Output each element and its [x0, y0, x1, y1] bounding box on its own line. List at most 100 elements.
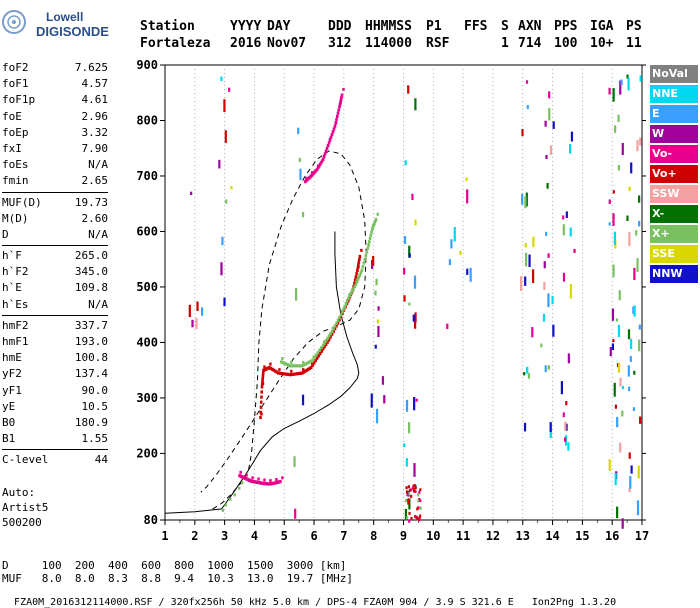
trace-point [357, 263, 360, 267]
param-value: 337.7 [74, 318, 108, 332]
trace-point [340, 93, 344, 97]
trace-point [261, 371, 265, 375]
echo-mark [524, 252, 528, 267]
echo-mark [612, 88, 615, 102]
trace-point [284, 362, 288, 366]
echo-mark [527, 372, 531, 379]
trace-point [261, 382, 265, 385]
legend-item-noval: NoVal [650, 65, 698, 83]
echo-mark [414, 486, 417, 490]
y-tick-label: 200 [136, 446, 158, 460]
echo-mark [415, 398, 418, 402]
legend-item-w: W [650, 125, 698, 143]
trace-point [305, 176, 308, 180]
param-value: N/A [88, 297, 108, 311]
echo-mark [569, 227, 572, 237]
echo-mark [418, 518, 421, 522]
echo-mark [301, 212, 305, 218]
trace-point [326, 143, 330, 148]
trace-point [326, 340, 329, 344]
echo-mark [565, 423, 568, 431]
echo-mark [552, 121, 555, 129]
echo-mark [544, 120, 547, 127]
echo-mark [408, 511, 411, 515]
echo-mark [617, 324, 621, 338]
trace-point [320, 159, 324, 163]
echo-mark [621, 386, 625, 390]
echo-mark [629, 476, 632, 489]
trace-point [281, 357, 284, 361]
trace-point [308, 366, 311, 371]
header: Station YYYY DAY DDD HHMMSS P1 FFS S AXN PPS IGA PS… [140, 18, 660, 52]
trace-point [321, 343, 325, 347]
trace-point [332, 329, 335, 334]
echo-mark [299, 168, 302, 181]
trace-point [257, 477, 260, 481]
param-value: 90.0 [81, 383, 109, 397]
trace-point [260, 385, 264, 389]
param-name: foF1 [2, 77, 29, 91]
trace-point [239, 470, 242, 474]
trace-point [316, 166, 320, 170]
echo-mark [403, 267, 406, 275]
trace-point [310, 362, 314, 366]
header-value-pps: 100 [554, 36, 578, 51]
param-value: N/A [88, 158, 108, 172]
x-tick-label: 10 [426, 529, 440, 543]
param-value: 265.0 [74, 249, 108, 263]
echo-mark [526, 366, 529, 374]
echo-mark [411, 193, 414, 200]
echo-mark [414, 515, 417, 519]
trace-point [347, 296, 350, 300]
trace-point [278, 368, 281, 372]
echo-mark [408, 422, 411, 434]
logo-line2: DIGISONDE [36, 24, 109, 39]
echo-mark [448, 259, 451, 266]
echo-mark [548, 91, 551, 99]
trace-point [260, 412, 263, 416]
param-row: yF1 90.0 [2, 383, 108, 399]
echo-mark [608, 87, 611, 95]
trace-point [370, 227, 374, 231]
y-tick-label: 700 [136, 169, 158, 183]
echo-mark [408, 302, 411, 306]
param-row: h`E 109.8 [2, 280, 108, 296]
header-value-ps: 11 [626, 36, 642, 51]
trace-point [362, 261, 366, 265]
echo-mark [414, 312, 417, 323]
echo-mark [570, 131, 574, 142]
echo-mark [567, 442, 570, 451]
trace-point [302, 370, 306, 374]
echo-mark [639, 75, 642, 82]
trace-point [365, 250, 369, 254]
echo-mark [465, 177, 468, 182]
echo-mark [608, 199, 611, 205]
x-tick-label: 14 [545, 529, 559, 543]
echo-mark [412, 484, 415, 488]
trace-point [285, 372, 288, 376]
footer: FZA0M_2016312114000.RSF / 320fx256h 50 k… [2, 586, 616, 608]
param-row: foEs N/A [2, 157, 108, 173]
param-value: 4.57 [81, 77, 109, 91]
echo-mark [638, 339, 641, 352]
echo-mark [638, 324, 641, 330]
trace-point [354, 275, 358, 279]
trace-point [296, 372, 300, 376]
param-name: h`Es [2, 297, 29, 311]
param-row: yF2 137.4 [2, 366, 108, 382]
echo-mark [545, 231, 548, 236]
header-value-ddd: 312 [328, 36, 352, 51]
echo-mark [562, 224, 565, 236]
trace-point [269, 366, 273, 371]
header-label-yyyy: YYYY [230, 19, 262, 34]
y-tick-label: 600 [136, 224, 158, 238]
trace-point [373, 219, 377, 223]
echo-mark [630, 162, 633, 174]
footer-right: Ion2Png 1.3.20 [531, 597, 617, 608]
trace-point [259, 405, 263, 409]
trace-point [368, 236, 372, 241]
trace-point [261, 377, 265, 381]
param-value: 137.4 [74, 367, 108, 381]
muf-table: D 100 200 400 600 800 1000 1500 3000 [km… [2, 559, 353, 585]
echo-mark [524, 276, 527, 286]
